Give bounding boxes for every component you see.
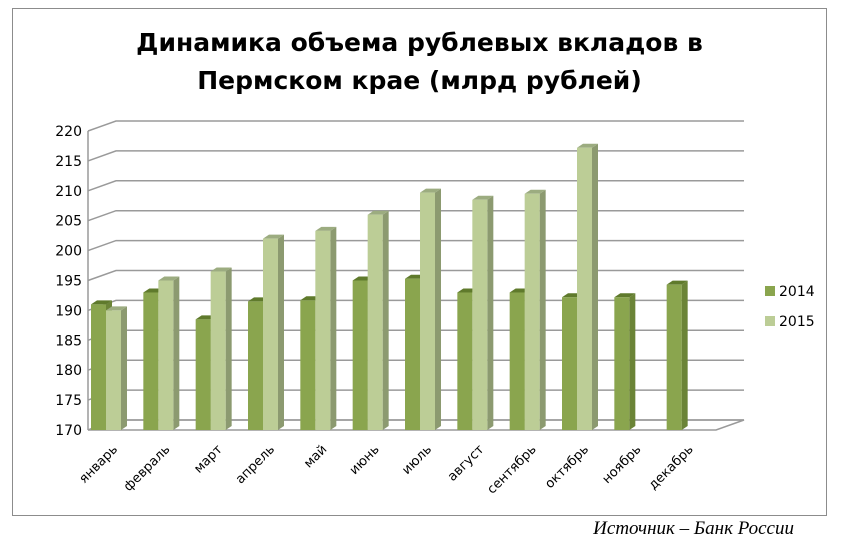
bar-2014	[666, 284, 682, 430]
bar-2015	[210, 271, 226, 430]
title-line-2: Пермском крае (млрд рублей)	[197, 66, 642, 95]
bar-2014	[562, 297, 577, 430]
bar-side-2015	[435, 188, 441, 430]
bar-top-2015	[524, 189, 546, 194]
x-tick-label: август	[445, 442, 488, 485]
y-tick-label: 210	[55, 184, 82, 200]
bar-top-2015	[577, 143, 598, 148]
bar-2015	[367, 214, 383, 430]
y-tick-label: 175	[55, 393, 82, 409]
y-tick-label: 180	[55, 363, 82, 379]
bar-top-2015	[472, 195, 494, 200]
bar-top-2015	[263, 234, 284, 239]
bar-side-2015	[121, 306, 127, 430]
bar-2015	[420, 192, 435, 430]
y-tick-label: 220	[55, 124, 82, 140]
bar-2015	[315, 230, 331, 430]
bar-top-2015	[420, 188, 441, 193]
chart-frame	[12, 8, 827, 516]
gridline	[87, 120, 744, 132]
bar-2015	[158, 280, 174, 430]
bar-2014	[405, 278, 420, 430]
bar-2014	[91, 304, 106, 430]
bar-side-2015	[173, 276, 180, 430]
bar-side-2015	[278, 234, 284, 430]
legend-label-2015: 2015	[779, 314, 815, 330]
bar-top-2014	[614, 293, 636, 298]
y-tick-label: 190	[55, 303, 82, 319]
bar-2014	[195, 319, 211, 430]
bar-2014	[143, 292, 159, 430]
bar-2014	[614, 297, 630, 430]
x-tick-label: июль	[399, 442, 435, 478]
bar-side-2015	[539, 189, 546, 430]
source-note: Источник – Банк России	[593, 518, 794, 539]
bar-2014	[300, 300, 316, 430]
bar-2015	[524, 193, 540, 430]
bar-2014	[509, 292, 525, 430]
bar-top-2015	[106, 306, 127, 311]
y-tick-label: 185	[55, 333, 82, 349]
bar-2015	[263, 238, 278, 430]
y-tick-label: 195	[55, 274, 82, 290]
legend-swatch-2014	[765, 286, 775, 296]
bar-top-2014	[666, 280, 688, 285]
gridline	[87, 180, 744, 192]
bar-side-2015	[225, 267, 232, 430]
x-tick-label: январь	[77, 442, 121, 486]
bar-side-2015	[487, 195, 494, 430]
bar-side-2014	[681, 280, 688, 430]
bar-2015	[577, 147, 592, 430]
bar-2015	[106, 310, 121, 430]
gridline	[87, 209, 744, 222]
legend-swatch-2015	[765, 316, 775, 326]
x-tick-label: сентябрь	[485, 442, 540, 497]
title-line-1: Динамика объема рублевых вкладов в	[136, 28, 703, 57]
x-tick-label: май	[301, 442, 330, 471]
bar-top-2015	[210, 267, 232, 272]
x-tick-label: март	[191, 442, 226, 477]
bar-side-2015	[382, 210, 389, 430]
chart-title: Динамика объема рублевых вкладов в Пермс…	[12, 24, 827, 100]
bar-top-2015	[367, 210, 389, 215]
bar-2014	[457, 292, 473, 430]
bar-2015	[472, 199, 488, 430]
bar-2014	[352, 280, 368, 430]
bar-side-2014	[629, 293, 636, 430]
bar-side-2015	[592, 143, 598, 430]
bar-top-2014	[91, 300, 112, 305]
legend-label-2014: 2014	[779, 284, 815, 300]
x-tick-label: февраль	[121, 442, 173, 494]
x-tick-label: декабрь	[646, 442, 697, 493]
x-tick-label: июнь	[347, 442, 383, 478]
bar-side-2015	[330, 226, 337, 430]
x-tick-label: октябрь	[542, 442, 592, 492]
x-tick-label: апрель	[233, 442, 278, 487]
y-tick-label: 215	[55, 154, 82, 170]
bar-2014	[248, 301, 263, 430]
y-tick-label: 170	[55, 423, 82, 439]
bar-top-2015	[315, 226, 337, 231]
y-tick-label: 205	[55, 214, 82, 230]
gridline	[87, 239, 744, 252]
y-tick-label: 200	[55, 244, 82, 260]
gridline	[87, 150, 744, 162]
bar-top-2015	[158, 276, 180, 281]
x-tick-label: ноябрь	[600, 442, 645, 487]
